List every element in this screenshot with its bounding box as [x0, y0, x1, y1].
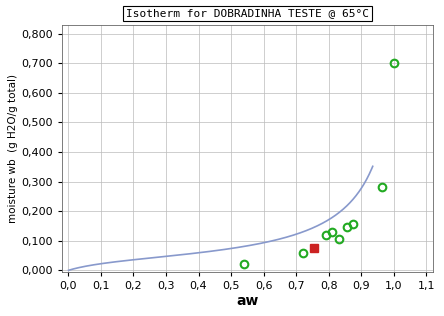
Y-axis label: moisture wb  (g H2O/g total): moisture wb (g H2O/g total): [8, 74, 18, 223]
X-axis label: aw: aw: [236, 294, 258, 308]
Title: Isotherm for DOBRADINHA TESTE @ 65°C: Isotherm for DOBRADINHA TESTE @ 65°C: [126, 8, 369, 18]
